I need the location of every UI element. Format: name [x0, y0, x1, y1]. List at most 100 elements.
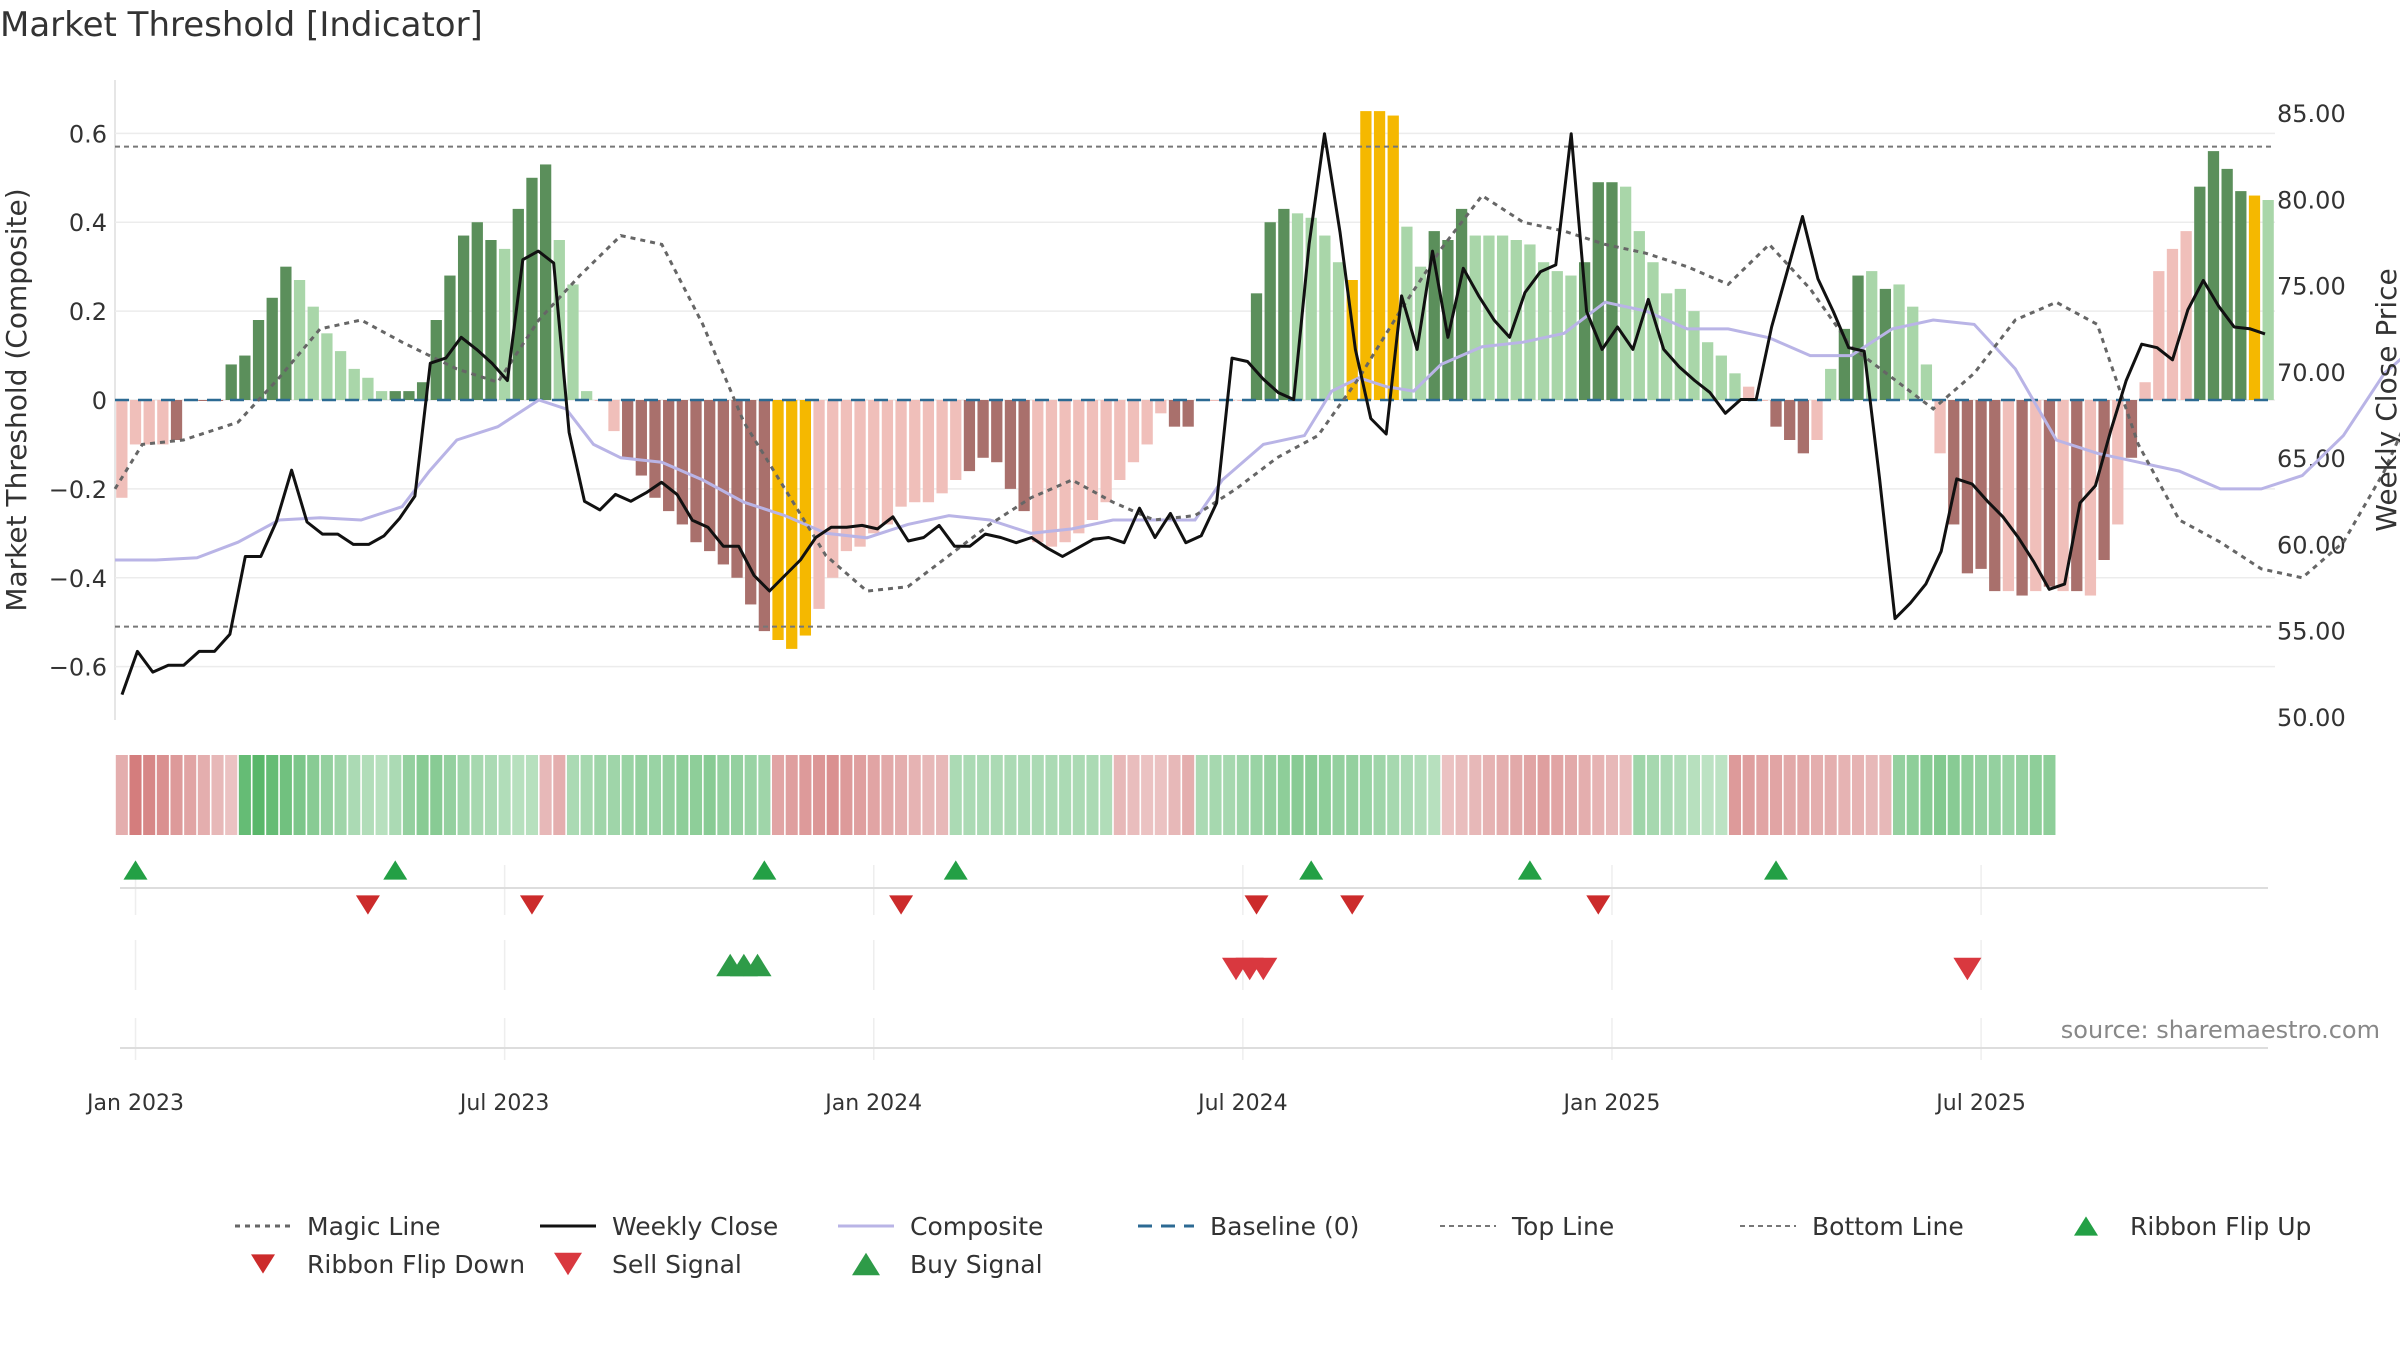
ribbon-cell	[1906, 755, 1919, 835]
bar	[1715, 355, 1727, 400]
ribbon-cell	[922, 755, 935, 835]
bar	[539, 164, 552, 400]
ribbon-cell	[1619, 755, 1632, 835]
x-tick-label: Jan 2025	[1562, 1091, 1661, 1116]
ribbon-cell	[1783, 755, 1796, 835]
legend-label: Sell Signal	[612, 1250, 742, 1279]
bar	[1784, 400, 1796, 440]
ribbon-cell	[416, 755, 429, 835]
bar	[608, 400, 620, 432]
ribbon-cell	[389, 755, 402, 835]
legend-label: Composite	[910, 1212, 1043, 1241]
ribbon-cell	[1250, 755, 1263, 835]
bar	[293, 280, 306, 400]
ribbon-cell	[1195, 755, 1208, 835]
ribbon-cell	[1660, 755, 1673, 835]
ribbon-cell	[1838, 755, 1851, 835]
bar	[1756, 400, 1768, 401]
ribbon-flip-up-marker	[383, 860, 408, 880]
ribbon-cell	[1346, 755, 1359, 835]
ribbon-cell	[1482, 755, 1495, 835]
bar	[1319, 235, 1331, 400]
ribbon-cell	[293, 755, 306, 835]
ribbon-cell	[1318, 755, 1331, 835]
ribbon-cell	[1469, 755, 1482, 835]
ribbon-cell	[2043, 755, 2056, 835]
bar	[1975, 400, 1987, 569]
ribbon-cell	[1045, 755, 1058, 835]
ribbon-cell	[197, 755, 210, 835]
ribbon-cell	[252, 755, 265, 835]
bar	[1073, 400, 1085, 534]
legend-item: Magic Line	[235, 1212, 441, 1241]
ribbon-cell	[1879, 755, 1892, 835]
ribbon-flip-up-marker	[123, 860, 148, 880]
y-right-tick: 60.00	[2277, 531, 2346, 559]
bar	[745, 400, 757, 605]
ribbon-flip-up-marker	[1517, 860, 1542, 880]
x-tick-label: Jan 2024	[823, 1091, 922, 1116]
ribbon-cell	[1728, 755, 1742, 835]
bar	[909, 400, 921, 503]
bar	[1948, 400, 1960, 525]
ribbon-cell	[1564, 755, 1577, 835]
ribbon-cell	[457, 755, 470, 835]
ribbon-cell	[539, 755, 552, 835]
bar	[676, 400, 688, 525]
bar	[1059, 400, 1071, 543]
ribbon-cell	[1551, 755, 1564, 835]
ribbon-cell	[785, 755, 798, 835]
bar	[1592, 182, 1604, 400]
bar	[1428, 231, 1440, 400]
x-axis: Jan 2023 Jul 2023 Jan 2024 Jul 2024 Jan 2025…	[85, 1018, 2268, 1116]
bar	[1264, 222, 1276, 400]
legend-label: Ribbon Flip Down	[307, 1250, 525, 1279]
ribbon-cell	[402, 755, 415, 835]
bar	[1702, 342, 1714, 400]
ribbon-cell	[307, 755, 320, 835]
bar	[704, 400, 716, 552]
legend-label: Buy Signal	[910, 1250, 1043, 1279]
bar	[2194, 186, 2206, 400]
bar	[1661, 293, 1673, 400]
legend-label: Bottom Line	[1812, 1212, 1964, 1241]
ribbon-cell	[908, 755, 921, 835]
legend-item: Baseline (0)	[1138, 1212, 1359, 1241]
legend-item: Ribbon Flip Down	[251, 1250, 525, 1279]
ribbon-cell	[1154, 755, 1167, 835]
ribbon-cell	[1523, 755, 1536, 835]
ribbon-cell	[717, 755, 730, 835]
ribbon-cell	[566, 755, 580, 835]
ribbon-flip-down-marker	[355, 895, 380, 915]
bar	[1674, 288, 1686, 400]
bar	[1866, 271, 1878, 400]
bar	[581, 391, 593, 400]
bar	[2016, 400, 2028, 596]
ribbon-cell	[1168, 755, 1181, 835]
bar	[1360, 111, 1372, 400]
legend-swatch	[2074, 1216, 2098, 1236]
ribbon-cell	[1578, 755, 1591, 835]
bar	[416, 382, 429, 400]
ribbon-cell	[2016, 755, 2029, 835]
bar	[1989, 400, 2001, 592]
ribbon-flip-up-marker	[943, 860, 968, 880]
ribbon-cell	[1236, 755, 1249, 835]
bar	[321, 333, 333, 400]
ribbon-cell	[1182, 755, 1195, 835]
ribbon-cell	[115, 755, 128, 835]
ribbon-cell	[1797, 755, 1810, 835]
bar	[854, 400, 866, 547]
bar	[690, 400, 702, 543]
ribbon-cell	[1646, 755, 1660, 835]
ribbon-cell	[156, 755, 169, 835]
ribbon-flip-up-marker	[752, 860, 777, 880]
ribbon-cell	[1674, 755, 1687, 835]
bar	[1893, 284, 1905, 400]
bar	[827, 400, 839, 578]
sell-signal-marker	[1953, 957, 1982, 981]
bar	[731, 400, 743, 578]
legend-item: Bottom Line	[1740, 1212, 1964, 1241]
ribbon-cell	[703, 755, 716, 835]
